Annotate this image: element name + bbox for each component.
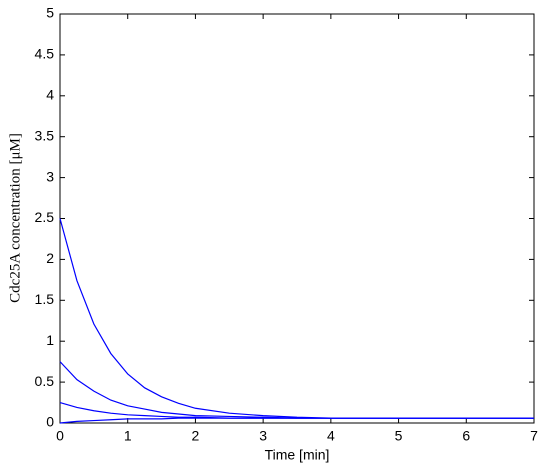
y-axis-label: Cdc25A concentration [μM] [7,133,23,303]
y-tick-label: 0.5 [35,373,55,389]
x-tick-label: 6 [462,428,470,444]
x-tick-label: 1 [124,428,132,444]
y-tick-label: 1 [46,332,54,348]
line-series [59,417,534,424]
x-tick-label: 7 [530,428,538,444]
x-tick-label: 5 [395,428,403,444]
x-axis-label: Time [min] [265,447,330,463]
y-tick-label: 0 [46,414,54,430]
y-tick-label: 2 [46,250,54,266]
x-tick-label: 2 [192,428,200,444]
y-tick-label: 5 [46,5,54,21]
x-tick-label: 3 [259,428,267,444]
y-tick-label: 4 [46,87,54,103]
y-tick-label: 4.5 [35,46,55,62]
y-tick-label: 3 [46,168,54,184]
y-tick-label: 1.5 [35,291,55,307]
y-tick-label: 3.5 [35,127,55,143]
x-tick-label: 4 [327,428,335,444]
line-series [59,218,534,419]
x-tick-label: 0 [56,428,64,444]
plot-frame [59,13,535,424]
line-series [59,361,534,419]
line-series [59,401,534,419]
y-tick-label: 2.5 [35,209,55,225]
